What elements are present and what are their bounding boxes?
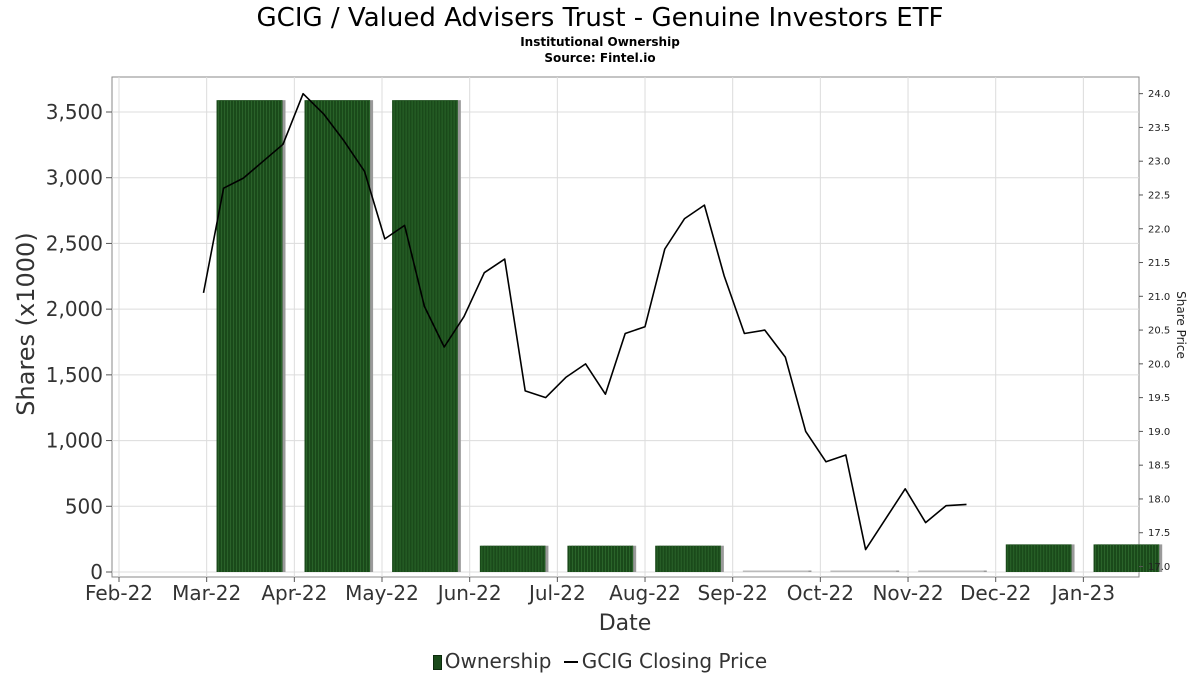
x-tick-label: Jan-23 [1050, 581, 1116, 605]
legend-ownership-label: Ownership [444, 648, 552, 673]
y-tick-label: 500 [65, 494, 103, 518]
x-tick-label: May-22 [345, 581, 419, 605]
x-tick-label: Apr-22 [261, 581, 327, 605]
price-line-layer [202, 92, 967, 551]
y2-tick-label: 23.0 [1148, 157, 1170, 168]
ownership-bar [1005, 544, 1075, 572]
y2-tick-label: 18.0 [1148, 494, 1170, 505]
y2-tick-label: 20.5 [1148, 326, 1170, 337]
y2-tick-label: 21.0 [1148, 292, 1170, 303]
x-axis-label: Date [599, 611, 652, 636]
y2-tick-label: 19.0 [1148, 427, 1170, 438]
y-tick-label: 2,500 [46, 231, 103, 255]
x-tick-label: Jun-22 [436, 581, 502, 605]
ownership-bar [918, 570, 987, 572]
legend-price-label: GCIG Closing Price [581, 648, 768, 673]
x-tick-label: Jul-22 [527, 581, 586, 605]
y2-axis-label: Share Price [1174, 291, 1188, 359]
ownership-bar [304, 100, 374, 573]
ownership-bar [830, 570, 900, 572]
y-tick-label: 1,500 [46, 363, 103, 387]
legend: Ownership GCIG Closing Price [0, 647, 1200, 673]
y2-tick-label: 18.5 [1148, 461, 1170, 472]
y-tick-label: 3,500 [46, 100, 103, 124]
ownership-bar [1093, 544, 1163, 572]
ownership-swatch-icon [432, 654, 442, 670]
y-tick-label: 0 [90, 560, 103, 584]
x-tick-label: Dec-22 [960, 581, 1031, 605]
x-tick-label: Feb-22 [85, 581, 153, 605]
y2-tick-label: 19.5 [1148, 393, 1170, 404]
chart-subtitle: Institutional Ownership [520, 35, 680, 49]
y2-tick-label: 17.5 [1148, 528, 1170, 539]
bar-body [742, 570, 809, 572]
legend-ownership: Ownership [432, 648, 552, 673]
y-tick-label: 2,000 [46, 297, 103, 321]
y-tick-label: 3,000 [46, 166, 103, 190]
chart-title: GCIG / Valued Advisers Trust - Genuine I… [256, 3, 944, 33]
bar-body [830, 570, 897, 572]
ownership-bar [655, 545, 724, 572]
legend-price: GCIG Closing Price [558, 649, 767, 673]
y2-tick-label: 22.5 [1148, 190, 1170, 201]
bar-body [918, 570, 984, 572]
x-tick-label: Mar-22 [172, 581, 241, 605]
ownership-bar [392, 100, 461, 573]
y-axis-label: Shares (x1000) [12, 232, 40, 415]
ownership-bar [216, 100, 286, 573]
x-tick-label: Oct-22 [787, 581, 854, 605]
price-line [202, 92, 967, 551]
y2-tick-label: 21.5 [1148, 258, 1170, 269]
ownership-bar [567, 545, 637, 572]
axes: 0 500 1,000 1,500 2,000 2,500 3,000 3,500 Feb-22… [12, 89, 1188, 636]
y2-tick-label: 24.0 [1148, 89, 1170, 100]
x-tick-label: Aug-22 [609, 581, 681, 605]
y-tick-label: 1,000 [46, 429, 103, 453]
ownership-bar [479, 545, 549, 572]
y2-tick-label: 22.0 [1148, 224, 1170, 235]
price-line-swatch-icon [563, 661, 578, 663]
y2-tick-label: 23.5 [1148, 123, 1170, 134]
x-tick-label: Sep-22 [698, 581, 768, 605]
chart-source: Source: Fintel.io [544, 51, 656, 65]
x-tick-label: Nov-22 [872, 581, 943, 605]
ownership-bar [742, 570, 812, 572]
ownership-bars [216, 100, 1163, 573]
y2-tick-label: 17.0 [1148, 562, 1170, 573]
y2-tick-label: 20.0 [1148, 359, 1170, 370]
